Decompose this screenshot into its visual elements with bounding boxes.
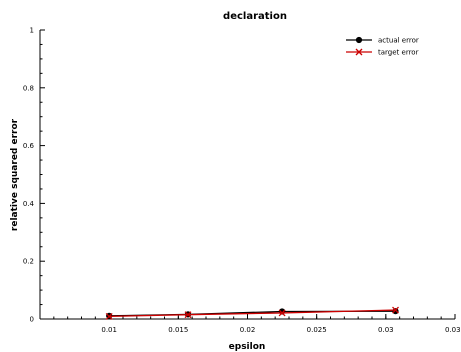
x-tick-label: 0.03 bbox=[378, 326, 394, 334]
data-point bbox=[278, 309, 286, 317]
legend-label: target error bbox=[378, 49, 419, 57]
x-tick-label: 0.025 bbox=[307, 326, 327, 334]
legend-marker bbox=[355, 36, 363, 44]
y-ticks: 0 0.2 0.4 0.6 0.8 1 bbox=[23, 27, 45, 324]
series-layer bbox=[105, 306, 399, 320]
legend-marker-stroke bbox=[355, 48, 363, 56]
data-point-stroke bbox=[392, 306, 399, 314]
data-point-stroke bbox=[105, 312, 113, 320]
x-axis-label: epsilon bbox=[229, 342, 266, 352]
series-line bbox=[109, 309, 396, 318]
y-tick-label: 0.4 bbox=[23, 200, 35, 208]
x-tick-label: 0.01 bbox=[101, 326, 117, 334]
y-tick-label: 0.6 bbox=[23, 142, 35, 150]
y-tick-label: 0.2 bbox=[23, 258, 34, 266]
y-tick-label: 0.8 bbox=[23, 84, 34, 92]
chart-title: declaration bbox=[223, 11, 287, 22]
data-point bbox=[184, 311, 192, 319]
x-tick-label: 0.015 bbox=[168, 326, 188, 334]
series-1 bbox=[105, 306, 399, 320]
y-tick-label: 0 bbox=[30, 316, 34, 324]
x-tick-label: 0.02 bbox=[240, 326, 256, 334]
data-point bbox=[105, 312, 113, 320]
data-point bbox=[392, 306, 399, 314]
legend-marker bbox=[355, 48, 363, 56]
legend: actual error target error bbox=[346, 37, 419, 57]
data-point-stroke bbox=[184, 311, 192, 319]
x-tick-label: 0.035 bbox=[445, 326, 461, 334]
y-axis-label: relative squared error bbox=[10, 118, 20, 231]
y-tick-label: 1 bbox=[30, 27, 34, 35]
data-point-stroke bbox=[278, 309, 286, 317]
legend-label: actual error bbox=[378, 37, 419, 45]
